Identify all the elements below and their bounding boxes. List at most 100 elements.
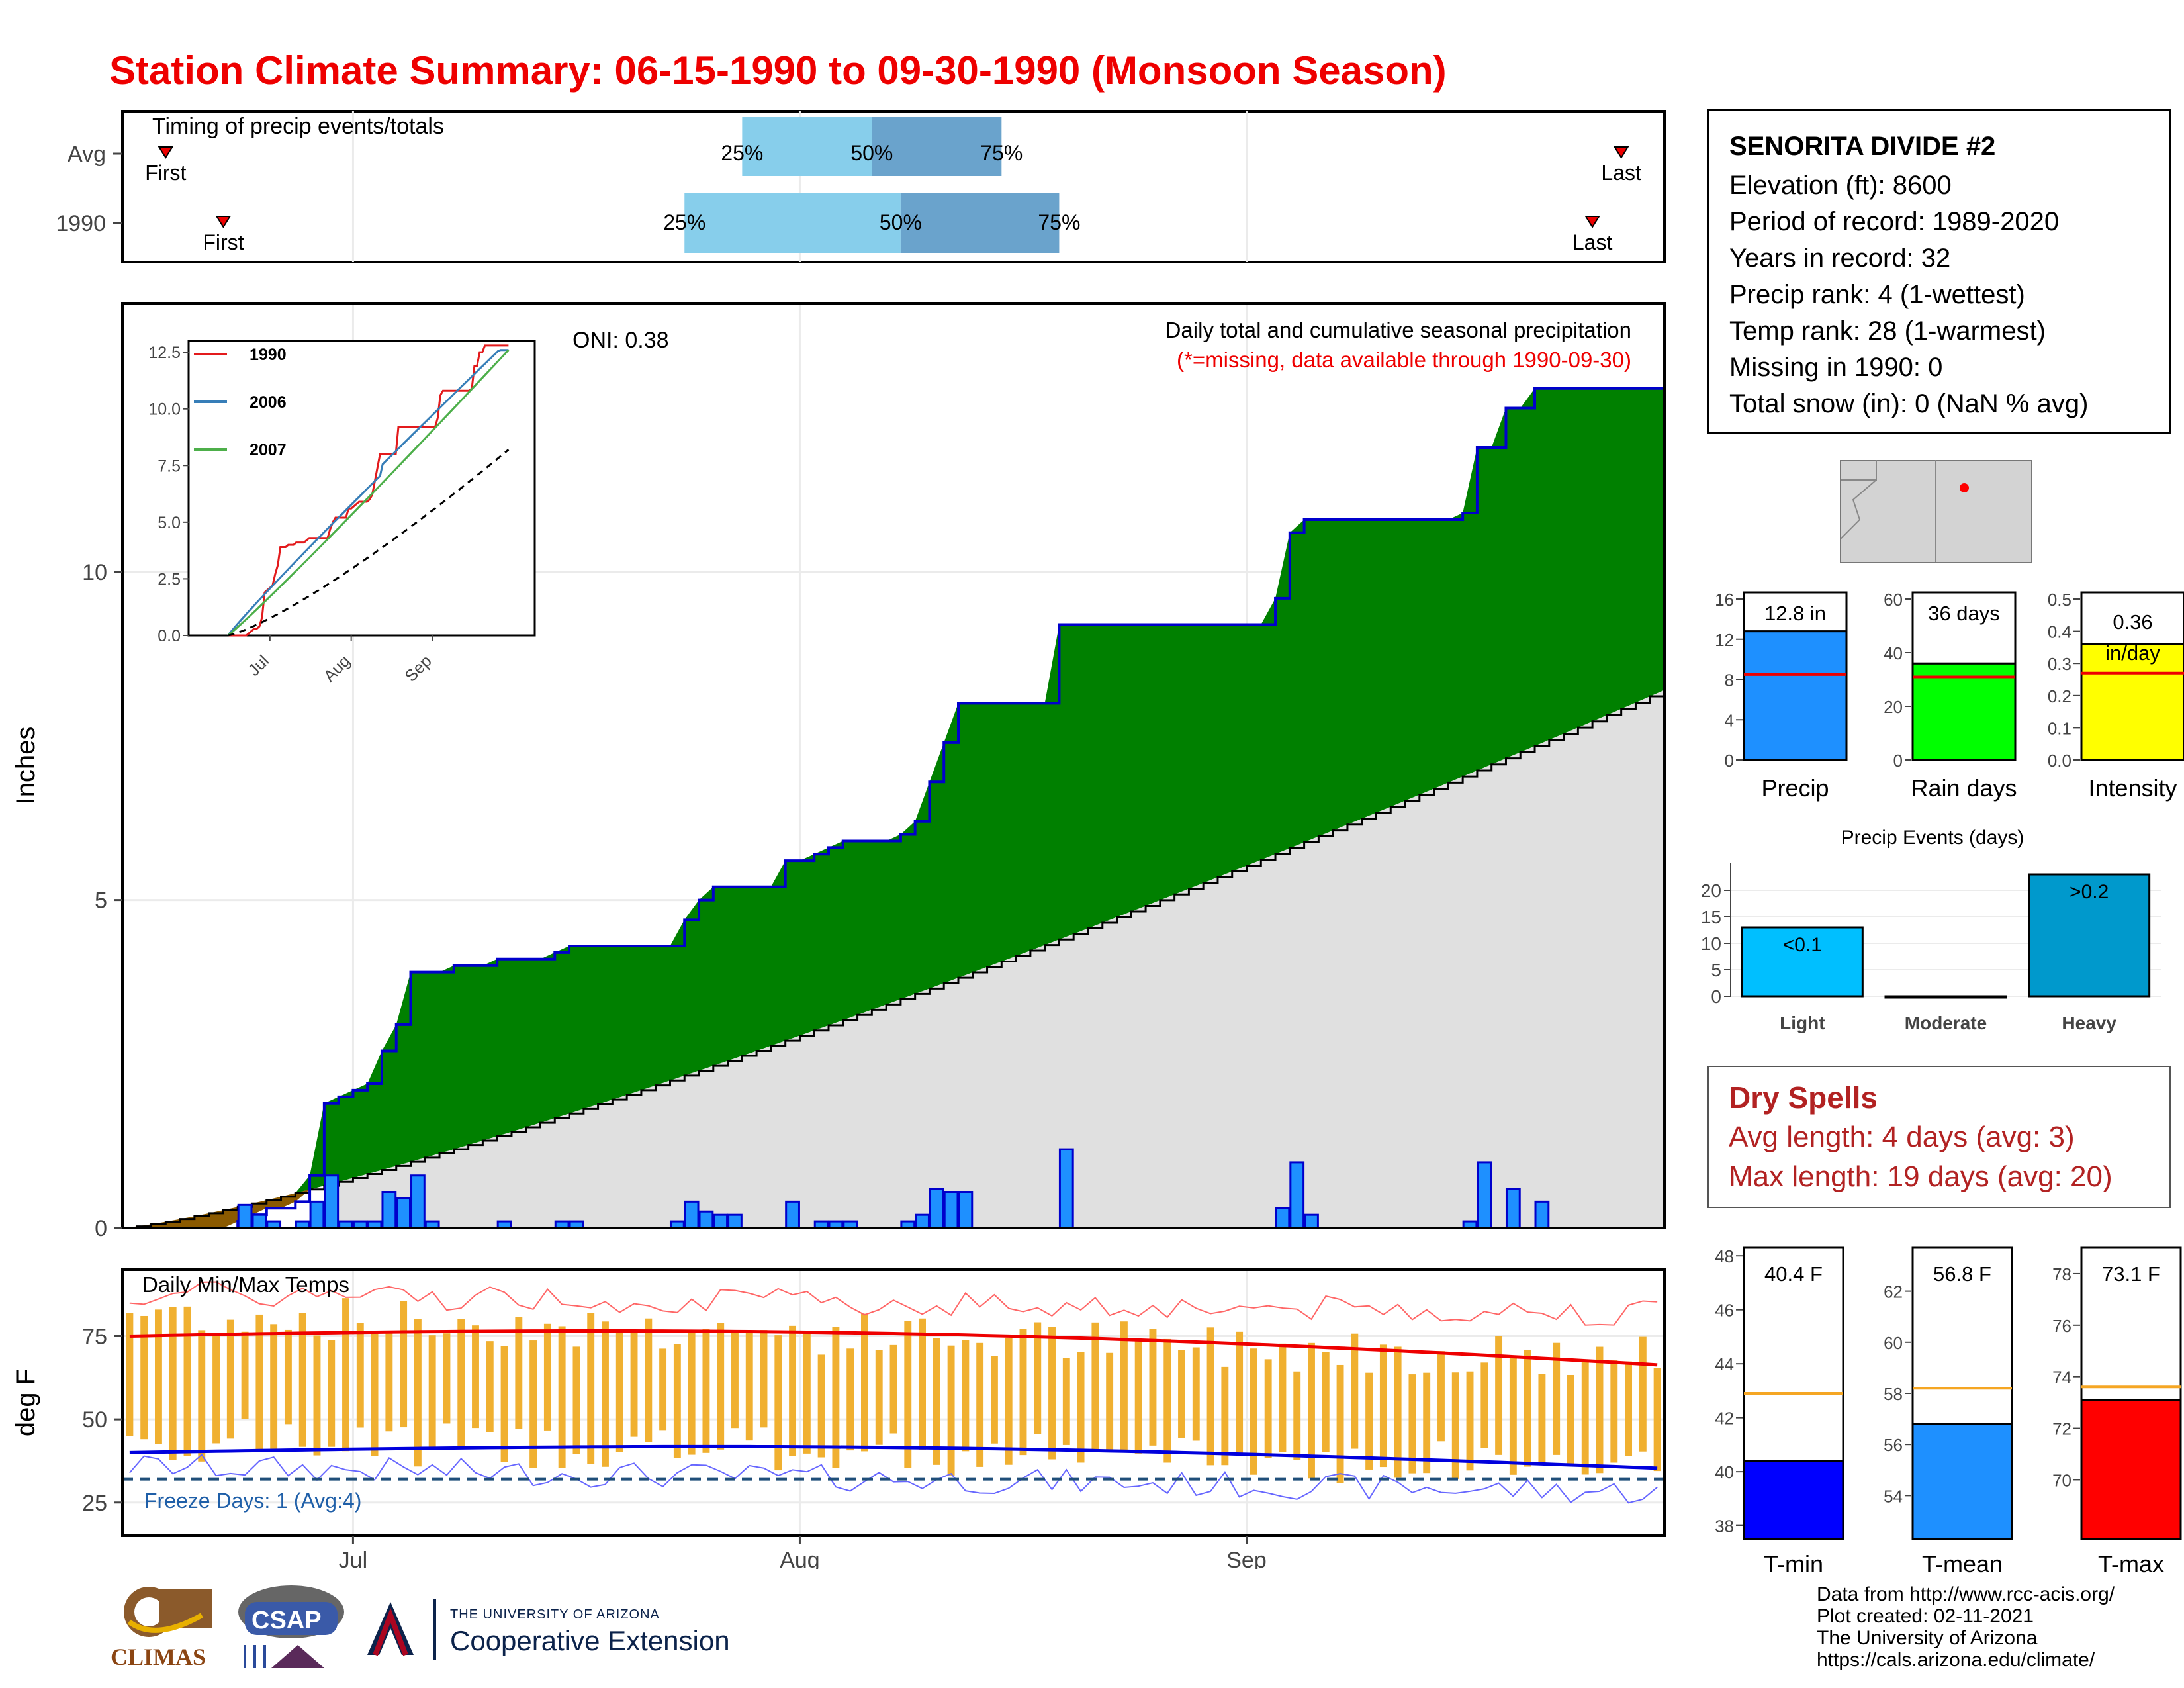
daily-temp-bar (904, 1321, 912, 1468)
daily-temp-bar (428, 1335, 436, 1450)
daily-precip-bar (324, 1174, 340, 1229)
events-ytick-label: 10 (1701, 933, 1721, 954)
record-low-line (129, 1453, 1658, 1504)
daily-precip-bar (713, 1213, 729, 1229)
ua-small-text: THE UNIVERSITY OF ARIZONA (450, 1607, 660, 1622)
temp-ytick-label: 75 (82, 1325, 107, 1350)
timing-row-label: 1990 (56, 211, 106, 236)
daily-temp-bar (1653, 1368, 1661, 1472)
tempbar-ytick-label: 54 (1884, 1486, 1903, 1506)
tempbar-ytick-label: 78 (2052, 1264, 2071, 1284)
daily-temp-bar (385, 1331, 393, 1432)
daily-precip-bar (410, 1174, 426, 1229)
main-precip-chart: 0 5 10 Inches ONI: 0.38 Daily total and cumul… (11, 302, 1666, 1241)
daily-temp-bar (1221, 1366, 1229, 1466)
daily-temp-bar (212, 1333, 220, 1444)
daily-precip-bar (1477, 1161, 1492, 1229)
daily-precip-bar (396, 1197, 412, 1229)
timing-last-marker (1613, 146, 1629, 159)
daily-temp-bar (126, 1313, 134, 1436)
ua-divider (433, 1599, 436, 1660)
freeze-days-label: Freeze Days: 1 (Avg:4) (144, 1489, 361, 1513)
daily-temp-bar (774, 1335, 782, 1471)
daily-temp-bar (1423, 1372, 1431, 1474)
daily-temp-bar (861, 1313, 868, 1452)
daily-temp-bar (602, 1321, 609, 1467)
daily-temp-bar (1524, 1349, 1531, 1467)
daily-temp-bar (1351, 1333, 1359, 1449)
timing-p25: 25% (721, 141, 763, 165)
main-ytick-label: 5 (95, 888, 107, 914)
daily-temp-bar (1206, 1327, 1214, 1466)
inset-series-line (227, 349, 510, 637)
daily-temp-bar (760, 1330, 768, 1428)
daily-temp-bar (414, 1319, 422, 1467)
daily-temp-bar (226, 1319, 234, 1439)
daily-temp-bar (1279, 1343, 1287, 1452)
station-line: Temp rank: 28 (1-warmest) (1729, 316, 2046, 346)
daily-temp-bar (688, 1333, 696, 1455)
daily-precip-bar (915, 1213, 930, 1229)
cumulative-1990-line (122, 387, 1664, 1229)
events-title: Precip Events (days) (1841, 827, 2025, 849)
credit-line: https://cals.arizona.edu/climate/ (1817, 1649, 2095, 1671)
daily-temp-bar (1322, 1352, 1330, 1452)
daily-temp-bar (731, 1333, 739, 1429)
daily-temp-bar (270, 1324, 278, 1449)
timing-p75: 75% (1038, 211, 1080, 234)
inset-series-line (227, 349, 509, 636)
sumbar-value-label: 0.36 (2113, 610, 2152, 633)
daily-temp-bar (298, 1313, 306, 1447)
climas-logo-text: CLIMAS (111, 1644, 206, 1670)
station-line: Missing in 1990: 0 (1729, 353, 1943, 382)
tempbar-name: T-max (2098, 1550, 2164, 1577)
inset-ytick-label: 10.0 (148, 400, 181, 419)
daily-temp-bar (889, 1344, 897, 1434)
sumbar-value-unit: in/day (2105, 641, 2160, 665)
tempbar-value-bar (1743, 1460, 1844, 1540)
tempbar-ytick-label: 70 (2052, 1470, 2071, 1490)
avg-tmax-line (129, 1329, 1658, 1367)
daily-precip-bar (943, 1191, 959, 1229)
daily-precip-bar (1275, 1207, 1291, 1229)
sumbar-ytick-label: 8 (1725, 671, 1734, 690)
daily-temp-bar (1596, 1346, 1604, 1474)
inset-series-line (228, 344, 509, 637)
daily-temp-bar (947, 1345, 955, 1476)
dry-spells-title: Dry Spells (1729, 1080, 1878, 1115)
daily-temp-bar (1610, 1360, 1618, 1463)
daily-temp-bar (1264, 1359, 1272, 1458)
timing-last-label: Last (1572, 230, 1613, 254)
sumbar-ytick-label: 0.1 (2048, 718, 2071, 738)
daily-temp-bar (587, 1313, 595, 1464)
daily-precip-bar (1534, 1200, 1550, 1229)
sumbar-ytick-label: 16 (1715, 590, 1734, 610)
timing-bar-50-75 (872, 117, 1002, 176)
station-line: Elevation (ft): 8600 (1729, 171, 1952, 200)
daily-temp-bar (1062, 1358, 1070, 1445)
temp-chart: 25 50 75 Jul Aug Sep deg F Daily Min/Max Temps F… (11, 1268, 1666, 1569)
tempbar-ytick-label: 72 (2052, 1419, 2071, 1439)
station-info-box: SENORITA DIVIDE #2 Elevation (ft): 8600 … (1707, 109, 2171, 434)
daily-precip-bar (785, 1200, 800, 1229)
daily-temp-bar (1236, 1331, 1244, 1454)
event-category-label: Light (1780, 1013, 1825, 1033)
daily-temp-bar (529, 1340, 537, 1468)
sumbar-ytick-label: 0.0 (2048, 751, 2071, 771)
daily-temp-bar (169, 1307, 177, 1460)
daily-temp-bar (1480, 1362, 1488, 1448)
inset-ytick-label: 12.5 (148, 344, 181, 362)
timing-p75: 75% (980, 141, 1023, 165)
sumbar-ytick-label: 60 (1884, 590, 1903, 610)
location-map (1840, 460, 2032, 563)
daily-temp-bar (875, 1350, 883, 1445)
daily-temp-bar (457, 1319, 465, 1448)
dry-spells-avg: Avg length: 4 days (avg: 3) (1729, 1121, 2075, 1153)
daily-precip-bar (1289, 1161, 1305, 1229)
xaxis-tick-label: Sep (1226, 1548, 1267, 1569)
daily-temp-bar (1451, 1372, 1459, 1479)
tempbar-name: T-min (1764, 1550, 1823, 1577)
credit-line: Data from http://www.rcc-acis.org/ (1817, 1583, 2115, 1605)
daily-temp-bar (832, 1327, 840, 1468)
events-ytick-label: 15 (1701, 907, 1721, 927)
